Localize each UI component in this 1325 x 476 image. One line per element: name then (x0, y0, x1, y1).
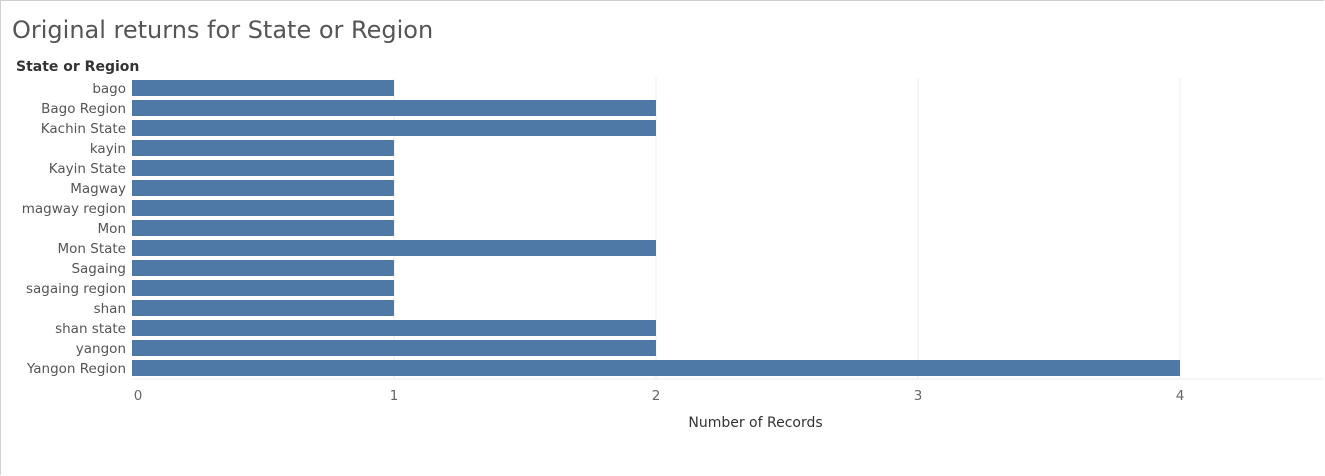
category-label: Yangon Region (26, 361, 126, 377)
bar-magway-region[interactable] (132, 200, 394, 216)
category-labels: bago Bago Region Kachin State kayin Kayin St… (22, 81, 126, 377)
category-label: bago (92, 81, 126, 97)
bar-sagaing-region[interactable] (132, 280, 394, 296)
x-tick-label: 4 (1176, 388, 1185, 404)
bar-bago[interactable] (132, 80, 394, 96)
category-label: yangon (76, 341, 126, 357)
bar-sagaing[interactable] (132, 260, 394, 276)
category-label: Mon State (58, 241, 127, 257)
bar-shan[interactable] (132, 300, 394, 316)
category-label: Bago Region (41, 101, 126, 117)
bar-kachin-state[interactable] (132, 120, 656, 136)
bar-mon-state[interactable] (132, 240, 656, 256)
category-label: Magway (70, 181, 126, 197)
category-label: shan state (55, 321, 126, 337)
row-header-label: State or Region (16, 59, 140, 75)
x-tick-label: 0 (134, 388, 143, 404)
category-label: Kayin State (49, 161, 126, 177)
x-axis-title: Number of Records (688, 415, 822, 431)
bar-magway[interactable] (132, 180, 394, 196)
bar-kayin-state[interactable] (132, 160, 394, 176)
category-label: Sagaing (71, 261, 126, 277)
x-axis-ticks: 0 1 2 3 4 (134, 388, 1185, 404)
bar-bago-region[interactable] (132, 100, 656, 116)
x-tick-label: 1 (390, 388, 399, 404)
x-tick-label: 3 (914, 388, 923, 404)
bar-kayin[interactable] (132, 140, 394, 156)
x-tick-label: 2 (652, 388, 661, 404)
bar-yangon-region[interactable] (132, 360, 1180, 376)
category-label: Kachin State (41, 121, 126, 137)
bars (132, 80, 1180, 376)
chart-title: Original returns for State or Region (12, 16, 434, 44)
category-label: magway region (22, 201, 126, 217)
bar-mon[interactable] (132, 220, 394, 236)
category-label: kayin (90, 141, 126, 157)
category-label: shan (94, 301, 126, 317)
bar-shan-state[interactable] (132, 320, 656, 336)
bar-yangon[interactable] (132, 340, 656, 356)
category-label: Mon (98, 221, 126, 237)
category-label: sagaing region (26, 281, 126, 297)
